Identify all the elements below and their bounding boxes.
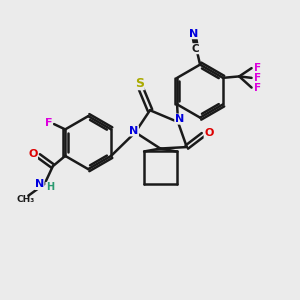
Text: N: N: [129, 126, 138, 136]
Text: C: C: [192, 44, 200, 54]
Text: F: F: [254, 63, 261, 73]
Text: O: O: [204, 128, 214, 138]
Text: N: N: [35, 179, 44, 190]
Text: O: O: [28, 149, 38, 159]
Text: F: F: [254, 73, 261, 83]
Text: CH₃: CH₃: [16, 195, 34, 204]
Text: H: H: [46, 182, 54, 192]
Text: N: N: [189, 29, 198, 39]
Text: N: N: [175, 114, 184, 124]
Text: S: S: [135, 77, 144, 90]
Text: F: F: [254, 82, 261, 93]
Text: F: F: [45, 118, 52, 128]
